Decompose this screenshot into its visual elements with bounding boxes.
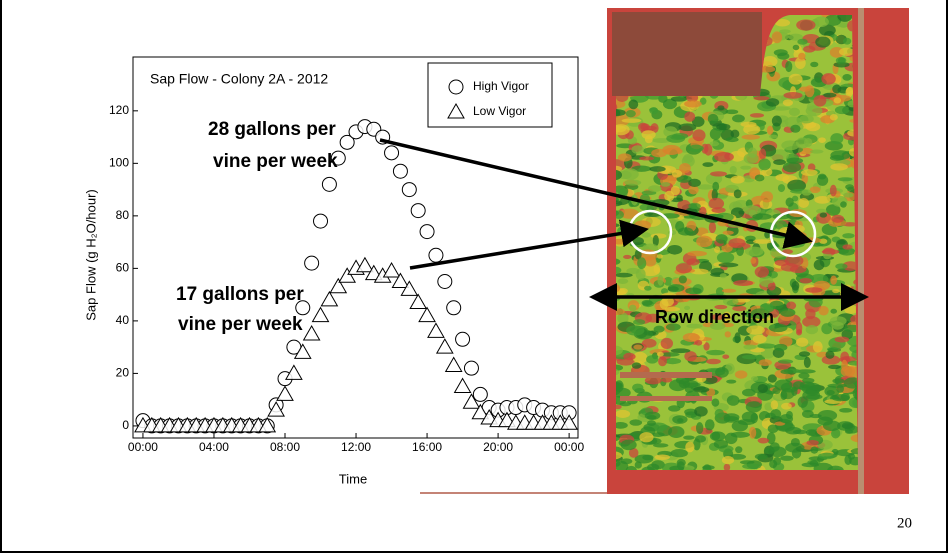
data-point xyxy=(420,225,434,239)
x-axis-label: Time xyxy=(339,471,367,486)
data-point xyxy=(438,275,452,289)
y-tick-label: 40 xyxy=(116,313,130,327)
data-point xyxy=(464,361,478,375)
data-point xyxy=(393,164,407,178)
y-axis-label: Sap Flow (g H₂O/hour) xyxy=(83,189,98,320)
aerial-image xyxy=(603,8,909,494)
y-tick-label: 20 xyxy=(116,366,130,380)
data-point xyxy=(402,183,416,197)
annotation-text: vine per week xyxy=(178,314,303,335)
data-point xyxy=(411,204,425,218)
x-tick-label: 12:00 xyxy=(341,440,371,454)
y-tick-label: 120 xyxy=(109,103,129,117)
annotation-text: 28 gallons per xyxy=(208,119,336,140)
slide: Sap Flow - Colony 2A - 2012 Time Sap Flo… xyxy=(0,0,948,554)
annotation-text: 17 gallons per xyxy=(176,284,304,305)
data-point xyxy=(305,256,319,270)
x-tick-label: 00:00 xyxy=(554,440,584,454)
y-tick-label: 80 xyxy=(116,208,130,222)
y-tick-label: 100 xyxy=(109,156,129,170)
data-point xyxy=(473,387,487,401)
chart-title: Sap Flow - Colony 2A - 2012 xyxy=(150,71,328,87)
legend-marker xyxy=(449,80,463,94)
data-point xyxy=(447,301,461,315)
legend-label: High Vigor xyxy=(473,79,529,93)
page-number: 20 xyxy=(897,515,912,531)
x-tick-label: 04:00 xyxy=(199,440,229,454)
annotation-text: vine per week xyxy=(213,151,338,172)
data-point xyxy=(429,248,443,262)
y-tick-label: 60 xyxy=(116,261,130,275)
x-tick-label: 16:00 xyxy=(412,440,442,454)
data-point xyxy=(314,214,328,228)
legend-label: Low Vigor xyxy=(473,104,526,118)
image-label: Row direction xyxy=(655,307,774,327)
data-point xyxy=(322,177,336,191)
y-tick-label: 0 xyxy=(122,418,129,432)
data-point xyxy=(456,332,470,346)
x-tick-label: 08:00 xyxy=(270,440,300,454)
x-tick-label: 20:00 xyxy=(483,440,513,454)
data-point xyxy=(385,146,399,160)
x-tick-label: 00:00 xyxy=(128,440,158,454)
